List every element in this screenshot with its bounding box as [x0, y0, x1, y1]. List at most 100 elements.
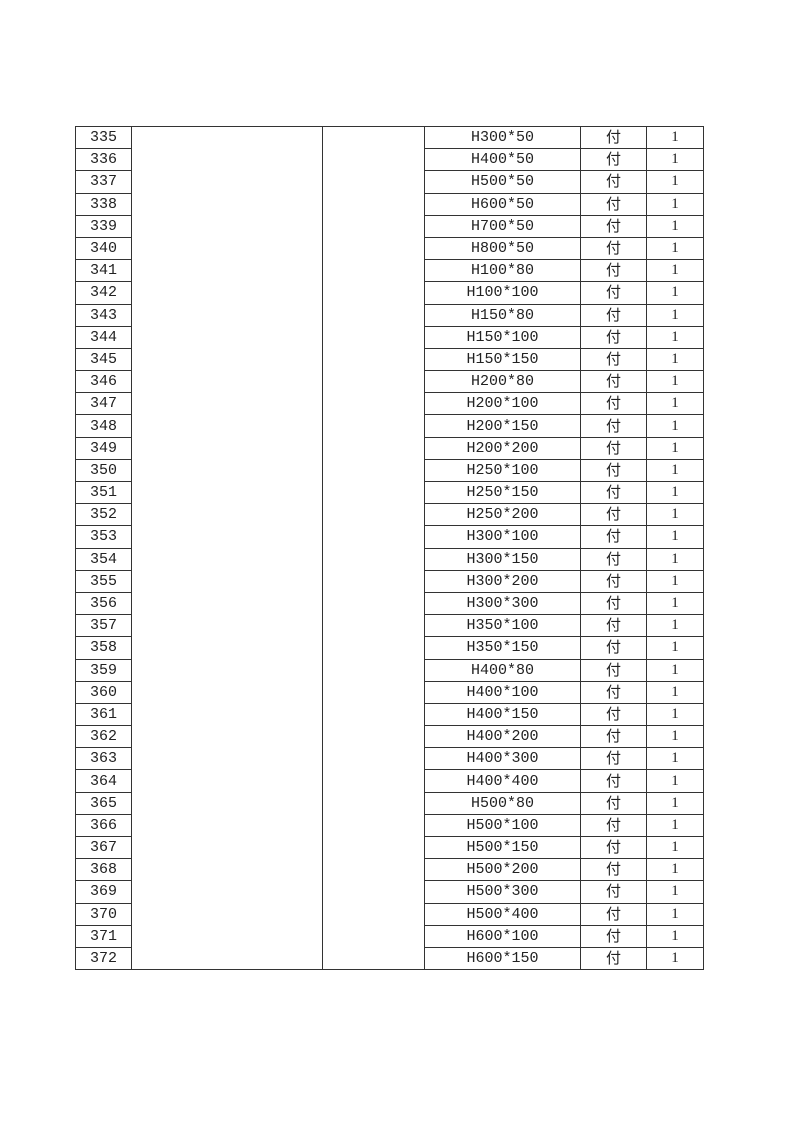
quantity-cell: 1 [646, 436, 704, 460]
quantity-cell: 1 [646, 902, 704, 926]
spec-cell: H200*150 [424, 414, 581, 438]
quantity-cell: 1 [646, 170, 704, 194]
spec-cell: H300*50 [424, 125, 581, 150]
unit-cell: 付 [580, 458, 647, 483]
quantity-cell: 1 [646, 547, 704, 571]
unit-cell: 付 [580, 325, 647, 349]
spec-cell: H400*300 [424, 747, 581, 771]
row-number-cell: 337 [75, 170, 132, 194]
quantity-cell: 1 [646, 813, 704, 838]
spec-cell: H700*50 [424, 214, 581, 238]
row-number-cell: 352 [75, 503, 132, 527]
quantity-cell: 1 [646, 214, 704, 238]
quantity-cell: 1 [646, 458, 704, 483]
merged-name-cell [131, 125, 323, 971]
quantity-cell: 1 [646, 924, 704, 948]
unit-cell: 付 [580, 281, 647, 305]
table-row: 341 H100*80 付 1 [75, 259, 704, 283]
row-number-cell: 366 [75, 813, 132, 838]
merged-material-cell [322, 125, 425, 971]
quantity-cell: 1 [646, 192, 704, 216]
unit-cell: 付 [580, 702, 647, 727]
spec-cell: H150*100 [424, 325, 581, 349]
row-number-cell: 364 [75, 769, 132, 793]
quantity-cell: 1 [646, 370, 704, 394]
unit-cell: 付 [580, 725, 647, 749]
unit-cell: 付 [580, 236, 647, 261]
unit-cell: 付 [580, 436, 647, 460]
spec-cell: H200*100 [424, 392, 581, 416]
row-number-cell: 346 [75, 370, 132, 394]
quantity-cell: 1 [646, 569, 704, 593]
spec-cell: H800*50 [424, 236, 581, 261]
spec-cell: H300*200 [424, 569, 581, 593]
item-table: 335 H300*50 付 1 336 H400*50 付 1 337 H500*50 付 1 338 H… [75, 125, 704, 971]
table-row: 346 H200*80 付 1 [75, 370, 704, 394]
spec-cell: H500*300 [424, 880, 581, 904]
unit-cell: 付 [580, 148, 647, 172]
spec-cell: H150*80 [424, 303, 581, 327]
unit-cell: 付 [580, 636, 647, 660]
unit-cell: 付 [580, 858, 647, 882]
table-body: 335 H300*50 付 1 336 H400*50 付 1 337 H500*50 付 1 338 H… [75, 125, 704, 971]
row-number-cell: 369 [75, 880, 132, 904]
quantity-cell: 1 [646, 747, 704, 771]
table-row: 368 H500*200 付 1 [75, 858, 704, 882]
quantity-cell: 1 [646, 414, 704, 438]
spec-cell: H250*200 [424, 503, 581, 527]
quantity-cell: 1 [646, 614, 704, 638]
table-row: 367 H500*150 付 1 [75, 835, 704, 860]
quantity-cell: 1 [646, 946, 704, 971]
table-row: 364 H400*400 付 1 [75, 769, 704, 793]
unit-cell: 付 [580, 946, 647, 971]
row-number-cell: 341 [75, 259, 132, 283]
table-row: 365 H500*80 付 1 [75, 791, 704, 815]
spec-cell: H100*80 [424, 259, 581, 283]
row-number-cell: 372 [75, 946, 132, 971]
spec-cell: H300*100 [424, 525, 581, 549]
row-number-cell: 365 [75, 791, 132, 815]
quantity-cell: 1 [646, 325, 704, 349]
table-row: 347 H200*100 付 1 [75, 392, 704, 416]
table-row: 350 H250*100 付 1 [75, 458, 704, 483]
spec-cell: H500*80 [424, 791, 581, 815]
unit-cell: 付 [580, 214, 647, 238]
unit-cell: 付 [580, 414, 647, 438]
row-number-cell: 340 [75, 236, 132, 261]
table-row: 372 H600*150 付 1 [75, 946, 704, 971]
row-number-cell: 354 [75, 547, 132, 571]
unit-cell: 付 [580, 880, 647, 904]
unit-cell: 付 [580, 525, 647, 549]
row-number-cell: 356 [75, 591, 132, 616]
row-number-cell: 360 [75, 680, 132, 704]
unit-cell: 付 [580, 370, 647, 394]
row-number-cell: 345 [75, 347, 132, 372]
spec-cell: H500*400 [424, 902, 581, 926]
spec-cell: H350*100 [424, 614, 581, 638]
spec-cell: H600*50 [424, 192, 581, 216]
row-number-cell: 368 [75, 858, 132, 882]
spec-cell: H150*150 [424, 347, 581, 372]
table-row: 356 H300*300 付 1 [75, 591, 704, 616]
table-row: 339 H700*50 付 1 [75, 214, 704, 238]
unit-cell: 付 [580, 259, 647, 283]
row-number-cell: 362 [75, 725, 132, 749]
row-number-cell: 353 [75, 525, 132, 549]
spec-cell: H500*150 [424, 835, 581, 860]
quantity-cell: 1 [646, 236, 704, 261]
row-number-cell: 370 [75, 902, 132, 926]
unit-cell: 付 [580, 569, 647, 593]
spec-cell: H300*300 [424, 591, 581, 616]
spec-cell: H600*100 [424, 924, 581, 948]
spec-cell: H400*100 [424, 680, 581, 704]
unit-cell: 付 [580, 614, 647, 638]
unit-cell: 付 [580, 392, 647, 416]
table-row: 361 H400*150 付 1 [75, 702, 704, 727]
row-number-cell: 361 [75, 702, 132, 727]
quantity-cell: 1 [646, 636, 704, 660]
spec-cell: H250*150 [424, 480, 581, 505]
unit-cell: 付 [580, 769, 647, 793]
spec-cell: H300*150 [424, 547, 581, 571]
table-row: 359 H400*80 付 1 [75, 658, 704, 682]
spec-cell: H250*100 [424, 458, 581, 483]
